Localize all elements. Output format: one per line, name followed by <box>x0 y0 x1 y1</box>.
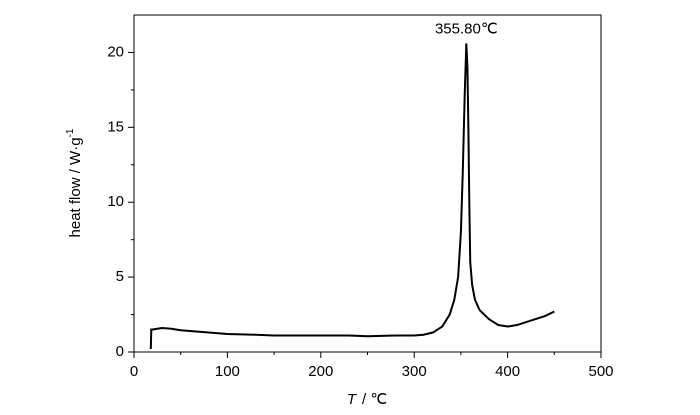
x-tick-label: 400 <box>495 363 520 380</box>
x-tick-label: 100 <box>215 363 240 380</box>
x-tick-label: 500 <box>588 363 613 380</box>
y-label-sup: -1 <box>65 128 76 137</box>
y-tick-label: 15 <box>107 118 124 135</box>
y-tick-label: 0 <box>116 343 124 360</box>
y-axis-label: heat flow / W·g-1 <box>65 128 84 237</box>
y-label-text: heat flow / W·g <box>67 137 84 237</box>
x-tick-label: 300 <box>402 363 427 380</box>
x-label-var: T <box>347 391 358 408</box>
data-line <box>149 43 555 350</box>
plot-frame <box>133 14 602 353</box>
y-tick-label: 5 <box>116 268 124 285</box>
x-tick-label: 200 <box>308 363 333 380</box>
y-tick-label: 10 <box>107 193 124 210</box>
x-label-unit: / ℃ <box>362 391 387 408</box>
y-tick-label: 20 <box>107 43 124 60</box>
x-axis-label: T / ℃ <box>347 391 387 408</box>
x-tick-label: 0 <box>130 363 138 380</box>
peak-annotation: 355.80℃ <box>435 20 498 37</box>
